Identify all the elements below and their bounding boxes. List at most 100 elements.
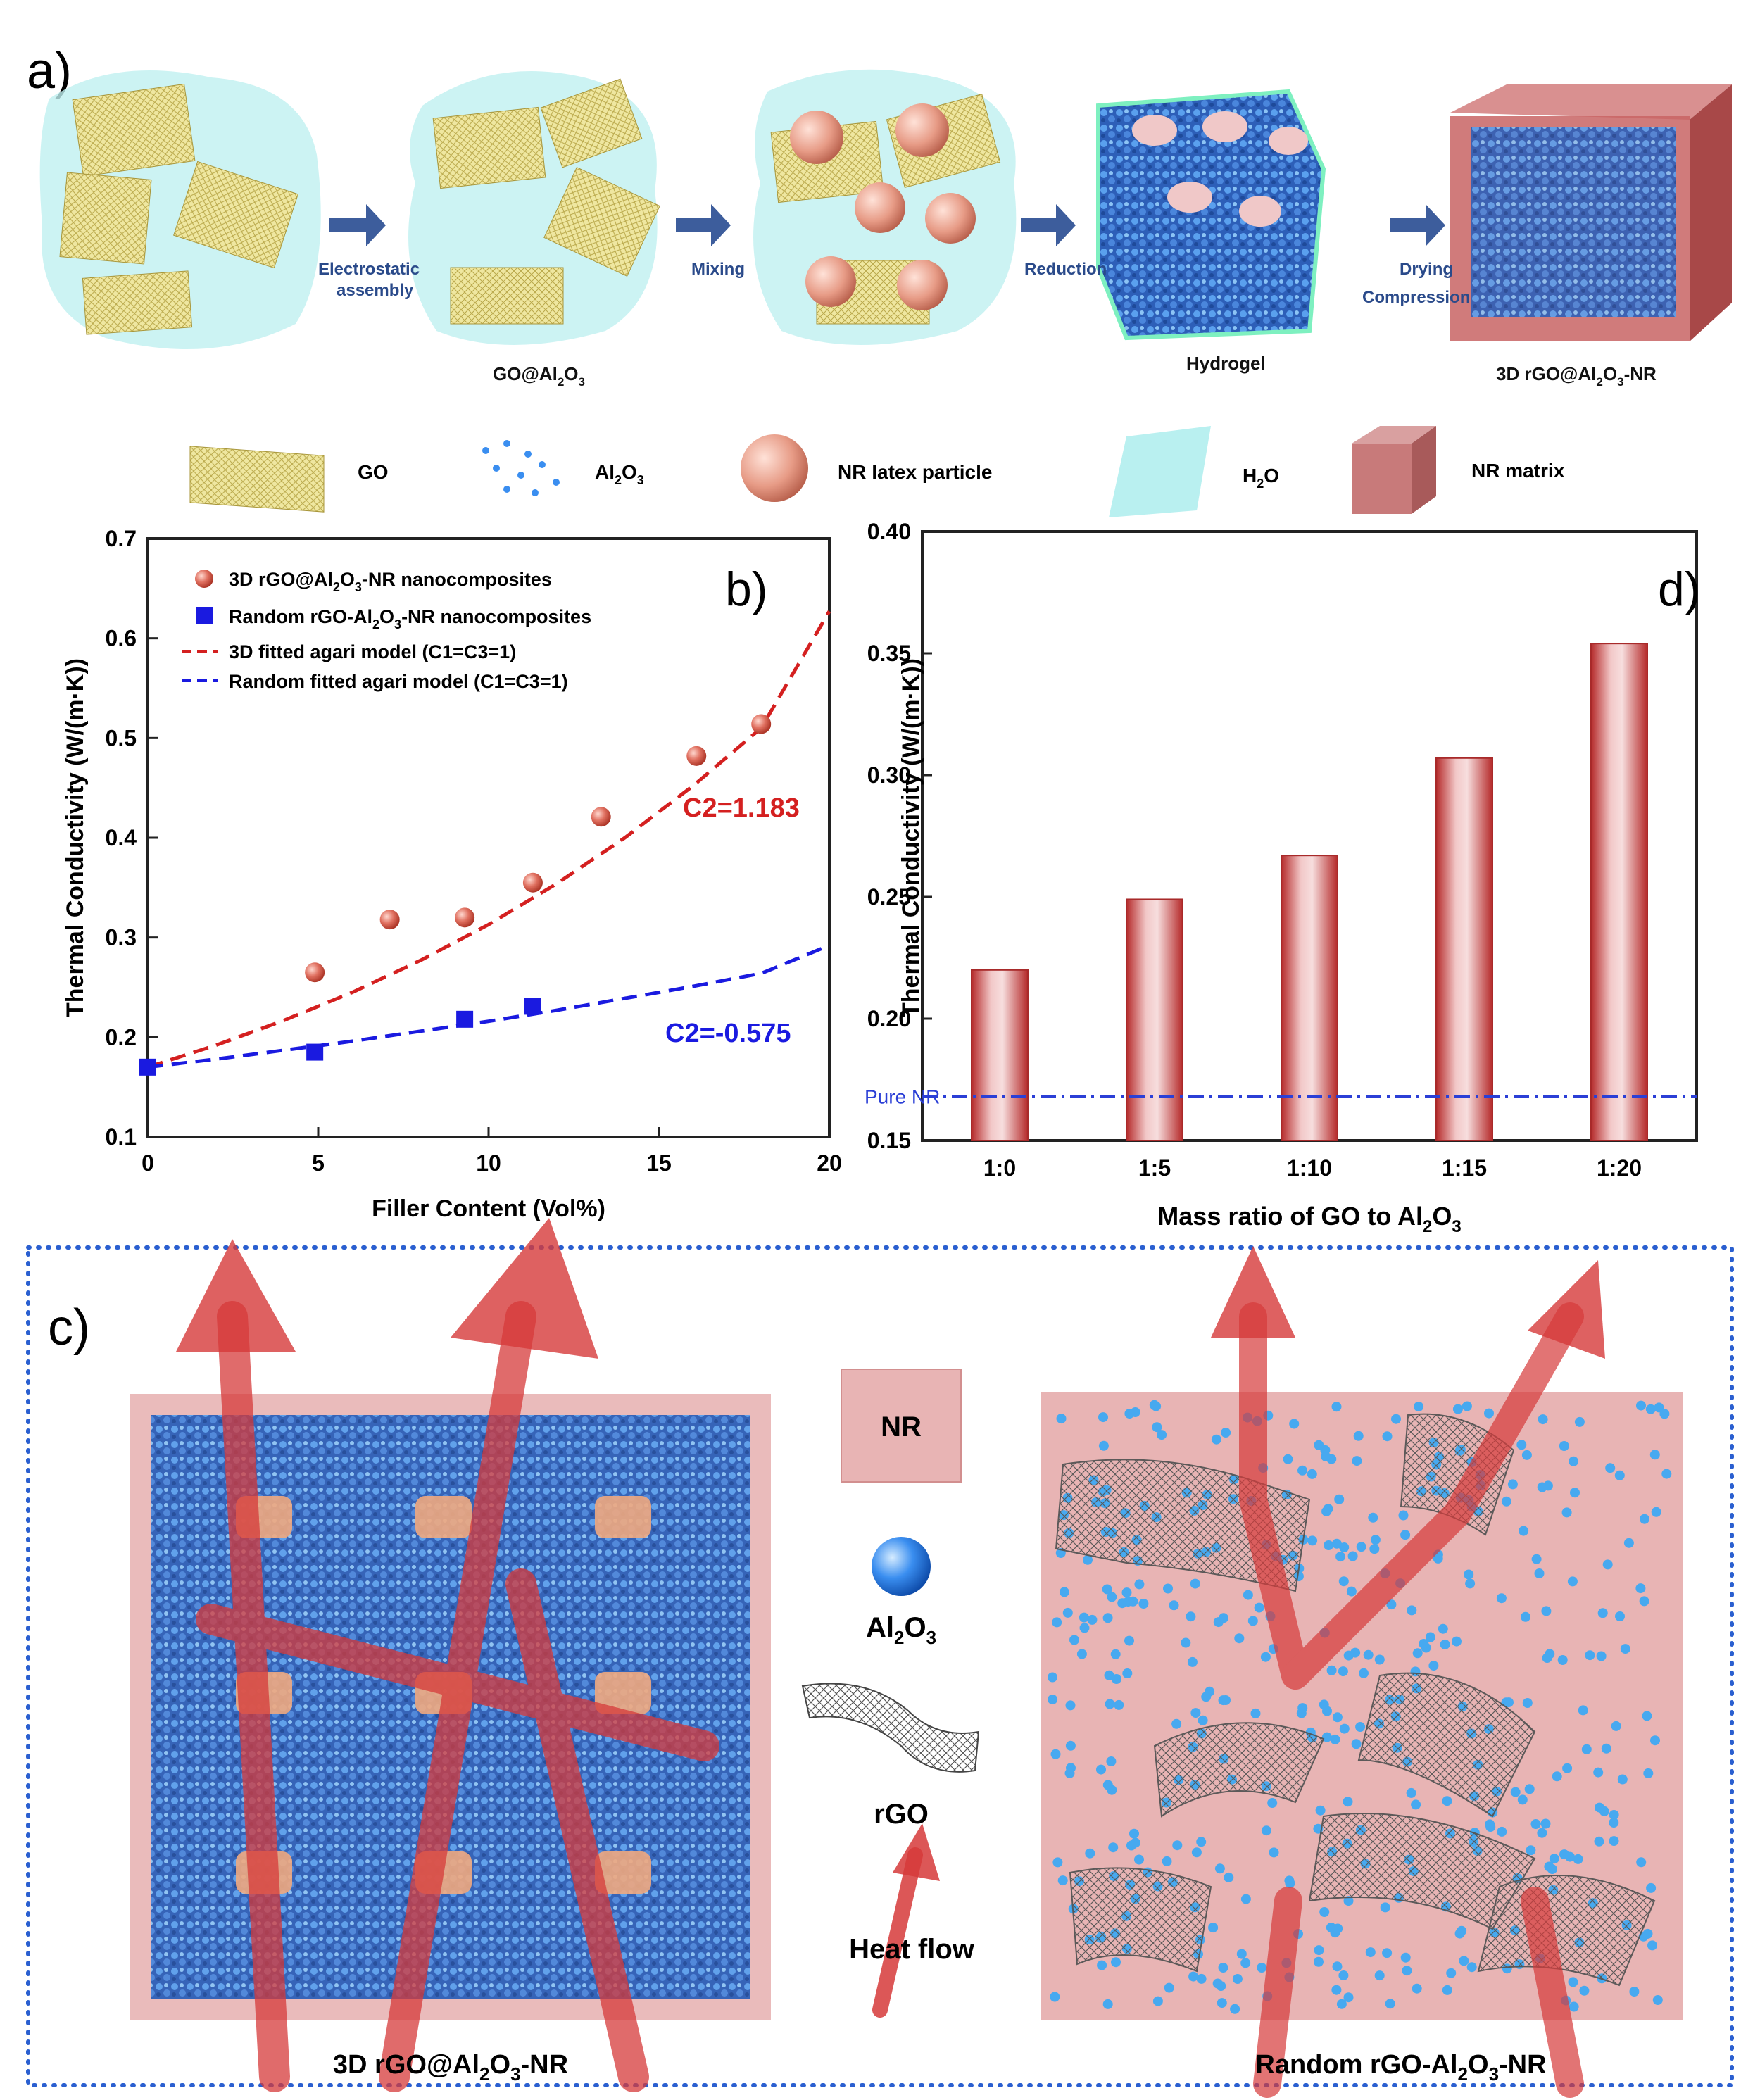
panel-c-border (26, 1245, 1734, 2087)
d-x-tick-label: 1:5 (1138, 1155, 1171, 1181)
panel-b-label: b) (725, 562, 767, 616)
stage-label-3d-composite: 3D rGO@Al2O3-NR (1496, 363, 1657, 389)
b-point-random (139, 1058, 156, 1076)
legend-latex: NR latex particle (838, 461, 992, 483)
panel-d-chart: d) Thermal Conductivity (W/(m·K)) Mass r… (865, 519, 1700, 1236)
stage-3d-composite (1450, 84, 1732, 341)
b-y-tick-label: 0.3 (106, 925, 137, 950)
arrow-4-icon (1390, 204, 1445, 246)
b-point-3d (379, 910, 400, 930)
process-arrows (329, 204, 1445, 246)
arrow-4-label-1: Drying (1400, 260, 1453, 279)
arrow-4-label-2: Compression (1362, 288, 1470, 307)
b-point-3d (751, 714, 772, 734)
b-point-random (456, 1010, 474, 1028)
d-bar (1590, 643, 1648, 1141)
panel-a: a) (27, 43, 1732, 517)
arrow-3-icon (1021, 204, 1076, 246)
d-y-tick-label: 0.30 (867, 762, 911, 788)
panel-a-legend: GO Al2O3 NR latex particle H2O NR matrix (189, 426, 1565, 517)
rgo-sheet-icon (801, 1683, 980, 1773)
nr-block-icon (841, 1369, 962, 1483)
arrow-2-label-1: Mixing (691, 260, 745, 279)
d-bar (971, 969, 1029, 1142)
c-right-caption: Random rGO-Al2O3-NR (1255, 2050, 1546, 2085)
c-legend-al: Al2O3 (866, 1612, 936, 1648)
d-x-tick-label: 1:10 (1287, 1155, 1332, 1181)
b-y-tick-label: 0.7 (106, 526, 137, 551)
panel-d-label: d) (1658, 562, 1700, 616)
d-x-tick-label: 1:0 (983, 1155, 1016, 1181)
b-point-3d (591, 807, 611, 827)
d-y-axis-label: Thermal Conductivity (W/(m·K)) (898, 658, 924, 1017)
b-x-tick-label: 10 (476, 1150, 501, 1176)
b-legend-3d: 3D rGO@Al2O3-NR nanocomposites (229, 569, 552, 594)
d-x-axis-label: Mass ratio of GO to Al2O3 (1157, 1202, 1461, 1236)
stage-mixing (753, 69, 1017, 345)
d-bar (1126, 898, 1183, 1141)
b-y-tick-label: 0.1 (106, 1124, 137, 1150)
right-random-structure (1041, 1246, 1683, 2098)
arrow-1-label-1: Electrostatic (318, 260, 420, 279)
b-point-random (524, 998, 541, 1015)
stage-go-dispersion (39, 70, 321, 349)
b-legend-marker-random (196, 607, 213, 624)
nr-latex-particle-icon (741, 434, 808, 502)
left-3d-structure (130, 1218, 771, 2092)
b-x-tick-label: 20 (817, 1150, 842, 1176)
b-annotation-random: C2=-0.575 (665, 1019, 791, 1048)
b-legend-fit-3d: 3D fitted agari model (C1=C3=1) (229, 641, 516, 662)
arrow-1-icon (329, 204, 386, 246)
go-sheet-icon (189, 446, 325, 513)
c-legend-rgo: rGO (874, 1799, 929, 1830)
b-point-3d (455, 907, 475, 928)
b-y-tick-label: 0.2 (106, 1024, 137, 1050)
d-x-tick-label: 1:15 (1442, 1155, 1487, 1181)
d-y-tick-label: 0.40 (867, 519, 911, 544)
b-legend-random: Random rGO-Al2O3-NR nanocomposites (229, 606, 591, 631)
arrow-2-icon (676, 204, 731, 246)
d-bar (1281, 855, 1338, 1142)
d-y-tick-label: 0.15 (867, 1128, 911, 1153)
legend-go: GO (358, 461, 389, 483)
b-y-tick-label: 0.6 (106, 626, 137, 651)
heat-flow-arrow-icon (872, 1823, 940, 2018)
water-icon (1109, 426, 1211, 517)
stage-go-al2o3 (408, 71, 660, 345)
al2o3-sphere-icon (872, 1537, 931, 1596)
b-fit-line-random (147, 943, 830, 1069)
b-x-tick-label: 5 (312, 1150, 325, 1176)
d-y-tick-label: 0.20 (867, 1006, 911, 1031)
b-y-tick-label: 0.5 (106, 725, 137, 750)
b-x-axis-label: Filler Content (Vol%) (372, 1195, 605, 1222)
d-x-tick-label: 1:20 (1597, 1155, 1642, 1181)
al2o3-dots-icon (482, 440, 560, 496)
stage-hydrogel (1096, 89, 1326, 341)
legend-nr-matrix: NR matrix (1471, 460, 1565, 482)
d-y-tick-label: 0.25 (867, 884, 911, 910)
b-x-tick-label: 0 (142, 1150, 154, 1176)
b-point-3d (522, 872, 543, 893)
c-left-caption: 3D rGO@Al2O3-NR (333, 2050, 568, 2085)
legend-h2o: H2O (1243, 465, 1279, 491)
b-fit-line-3d (147, 610, 831, 1069)
arrow-1-label-2: assembly (337, 281, 414, 300)
b-legend-fit-random: Random fitted agari model (C1=C3=1) (229, 671, 568, 692)
b-y-axis-label: Thermal Conductivity (W/(m·K)) (62, 658, 89, 1017)
b-point-3d (305, 962, 325, 983)
panel-c-label: c) (48, 1300, 90, 1356)
b-legend-marker-3d (195, 570, 213, 588)
c-legend-heat: Heat flow (849, 1934, 975, 1965)
c-legend-nr: NR (881, 1411, 922, 1442)
d-y-tick-label: 0.35 (867, 641, 911, 666)
panel-c: c) 3D r (26, 1218, 1734, 2098)
panel-c-legend: NR Al2O3 rGO Heat flow (801, 1369, 980, 2018)
arrow-3-label-1: Reduction (1024, 260, 1107, 279)
b-point-random (306, 1043, 324, 1061)
nr-matrix-cube-icon (1352, 426, 1436, 514)
b-x-tick-label: 15 (646, 1150, 672, 1176)
panel-b-chart: b) Thermal Conductivity (W/(m·K)) Filler… (62, 526, 842, 1222)
b-annotation-3d: C2=1.183 (683, 793, 800, 823)
stage-label-go-al2o3: GO@Al2O3 (493, 363, 585, 389)
